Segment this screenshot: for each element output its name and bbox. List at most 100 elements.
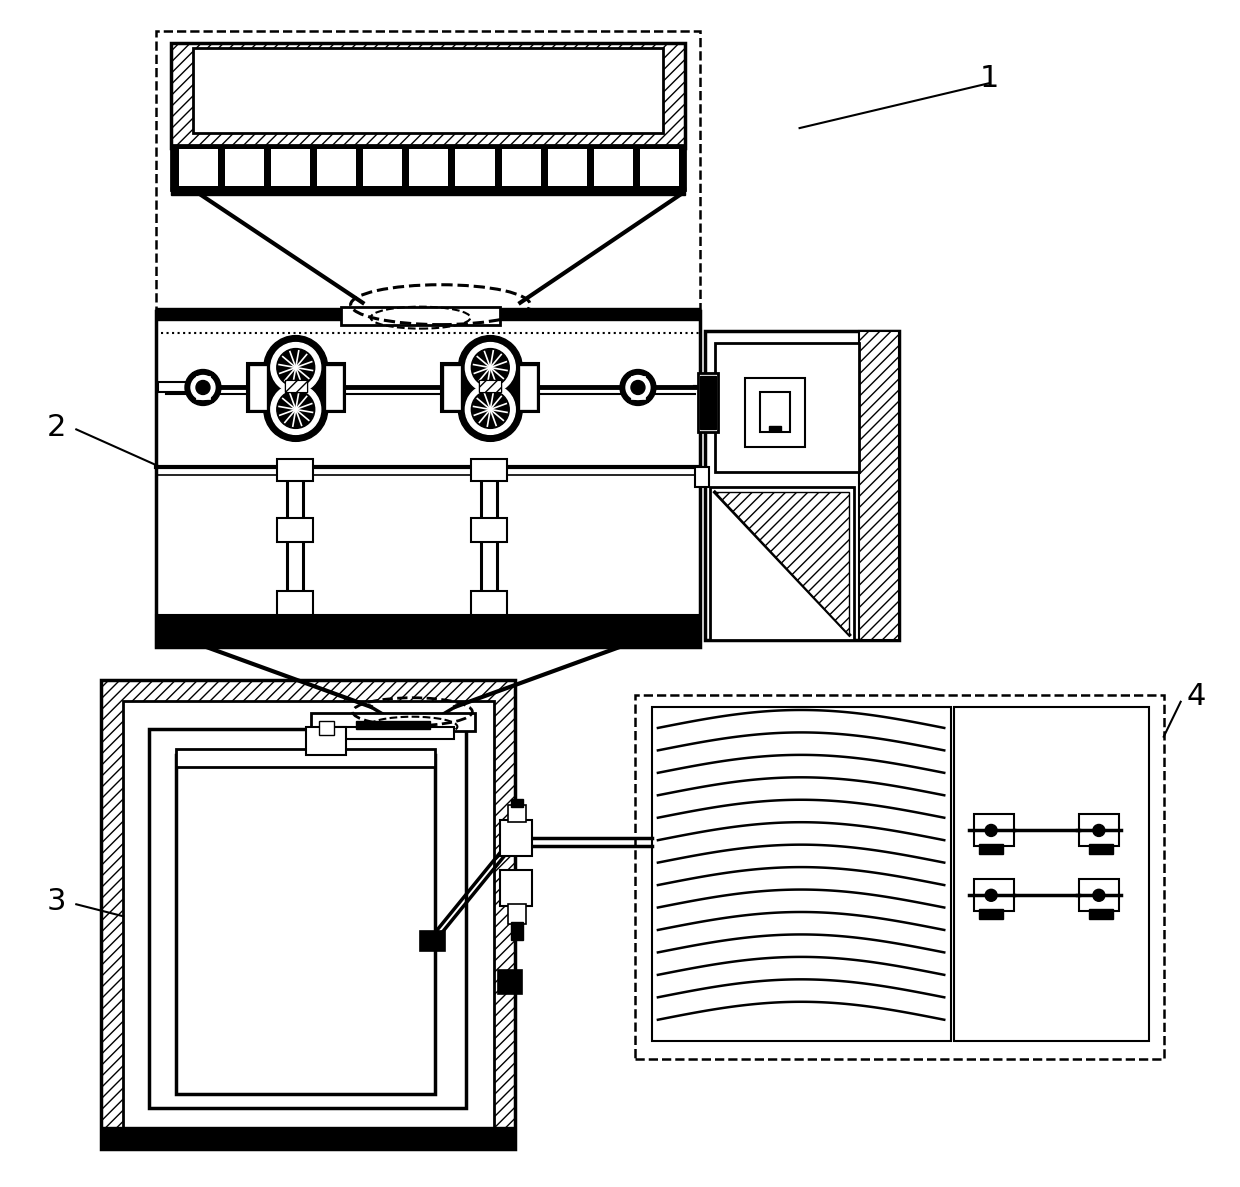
- Circle shape: [459, 377, 522, 442]
- Circle shape: [270, 385, 321, 434]
- Bar: [640, 150, 678, 186]
- Bar: [511, 922, 523, 940]
- Bar: [277, 519, 312, 542]
- Text: 1: 1: [980, 64, 999, 93]
- Bar: [698, 373, 718, 432]
- Bar: [420, 932, 445, 951]
- Bar: [498, 970, 522, 994]
- Bar: [471, 591, 507, 615]
- Circle shape: [631, 381, 645, 394]
- Circle shape: [626, 375, 650, 400]
- Text: 2: 2: [47, 413, 66, 442]
- Bar: [176, 749, 435, 767]
- Circle shape: [185, 369, 221, 406]
- Bar: [980, 844, 1003, 855]
- Bar: [332, 726, 454, 738]
- Bar: [501, 150, 541, 186]
- Bar: [306, 726, 346, 755]
- Bar: [500, 820, 532, 856]
- Bar: [1079, 880, 1118, 912]
- Text: 3: 3: [47, 887, 66, 916]
- Bar: [500, 870, 532, 906]
- Bar: [322, 362, 345, 412]
- Circle shape: [471, 391, 510, 429]
- Bar: [508, 805, 526, 823]
- Bar: [1089, 844, 1112, 855]
- Bar: [272, 150, 310, 186]
- Bar: [859, 331, 899, 640]
- Circle shape: [1092, 889, 1105, 901]
- Bar: [193, 53, 663, 128]
- Circle shape: [277, 391, 315, 429]
- Bar: [635, 694, 1163, 1059]
- Bar: [769, 426, 781, 431]
- Polygon shape: [709, 487, 854, 640]
- Bar: [1079, 814, 1118, 846]
- Circle shape: [264, 336, 327, 400]
- Bar: [102, 680, 516, 1149]
- Bar: [157, 382, 186, 393]
- Bar: [171, 188, 684, 195]
- Bar: [441, 362, 464, 412]
- Circle shape: [985, 889, 997, 901]
- Bar: [480, 381, 501, 393]
- Bar: [193, 373, 213, 402]
- Bar: [444, 366, 460, 410]
- Bar: [196, 375, 210, 400]
- Bar: [250, 366, 265, 410]
- Circle shape: [191, 375, 215, 400]
- Bar: [704, 331, 899, 640]
- Bar: [980, 909, 1003, 919]
- Circle shape: [196, 381, 210, 394]
- Circle shape: [459, 336, 522, 400]
- Bar: [285, 381, 306, 393]
- Bar: [311, 712, 475, 731]
- Bar: [594, 150, 632, 186]
- Bar: [179, 150, 218, 186]
- Bar: [102, 1126, 516, 1149]
- Bar: [285, 381, 306, 393]
- Bar: [409, 150, 449, 186]
- Bar: [156, 307, 699, 319]
- Bar: [156, 615, 699, 647]
- Bar: [511, 799, 523, 806]
- Bar: [627, 373, 649, 402]
- Polygon shape: [714, 493, 849, 635]
- Bar: [226, 150, 264, 186]
- Circle shape: [465, 343, 516, 393]
- Bar: [156, 31, 699, 311]
- Bar: [955, 706, 1148, 1041]
- Bar: [277, 591, 312, 615]
- Circle shape: [620, 369, 656, 406]
- Bar: [326, 366, 342, 410]
- Bar: [699, 375, 715, 430]
- Circle shape: [465, 385, 516, 434]
- Circle shape: [277, 349, 315, 387]
- Bar: [975, 880, 1014, 912]
- Bar: [714, 343, 859, 472]
- Bar: [277, 459, 312, 481]
- Bar: [480, 381, 501, 393]
- Bar: [123, 700, 495, 1128]
- Bar: [356, 721, 430, 729]
- Bar: [652, 706, 951, 1041]
- Bar: [471, 519, 507, 542]
- Bar: [156, 311, 699, 647]
- Bar: [363, 150, 403, 186]
- Text: 4: 4: [1187, 683, 1207, 711]
- Circle shape: [264, 377, 327, 442]
- Circle shape: [270, 343, 321, 393]
- Bar: [193, 49, 663, 133]
- Bar: [745, 377, 805, 447]
- Bar: [171, 145, 684, 190]
- Circle shape: [985, 825, 997, 837]
- Bar: [508, 904, 526, 925]
- Bar: [455, 150, 495, 186]
- Bar: [548, 150, 587, 186]
- Bar: [471, 459, 507, 481]
- Circle shape: [471, 349, 510, 387]
- Bar: [156, 617, 699, 647]
- Bar: [1089, 909, 1112, 919]
- Circle shape: [1092, 825, 1105, 837]
- Bar: [176, 755, 435, 1094]
